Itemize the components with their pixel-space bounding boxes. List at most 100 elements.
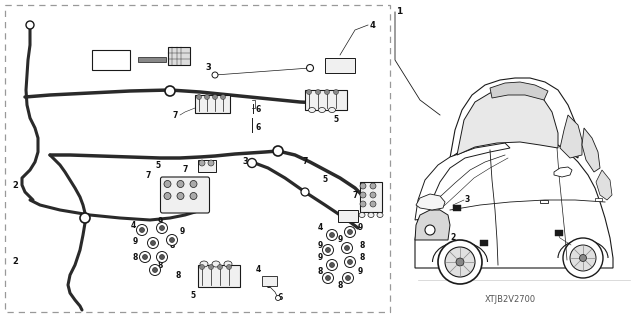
Text: 5: 5 [191, 291, 196, 300]
Text: 8: 8 [157, 261, 163, 270]
Ellipse shape [224, 261, 232, 267]
Polygon shape [457, 89, 558, 155]
Circle shape [221, 94, 225, 100]
Text: 8: 8 [359, 241, 365, 249]
Bar [555, 230, 563, 236]
Bar [305, 90, 347, 110]
Bar [198, 265, 240, 287]
Text: 2: 2 [12, 257, 18, 266]
Ellipse shape [368, 212, 374, 218]
Bar [138, 57, 166, 62]
Circle shape [190, 181, 197, 188]
Circle shape [316, 90, 321, 94]
Circle shape [344, 246, 349, 250]
Text: 9: 9 [317, 241, 323, 249]
Bar [360, 182, 382, 212]
Circle shape [333, 90, 339, 94]
Circle shape [307, 90, 312, 94]
Text: 5: 5 [156, 160, 161, 169]
Polygon shape [415, 143, 510, 220]
Circle shape [273, 146, 283, 156]
Text: 6: 6 [255, 106, 260, 115]
Circle shape [165, 86, 175, 96]
Circle shape [136, 225, 147, 235]
Circle shape [344, 226, 355, 238]
Text: 2: 2 [12, 181, 18, 189]
Circle shape [248, 159, 257, 167]
Polygon shape [415, 210, 450, 240]
Bar [262, 276, 277, 286]
Text: 1: 1 [396, 8, 402, 17]
Text: 4: 4 [369, 20, 375, 29]
Circle shape [227, 264, 232, 270]
Text: XTJB2V2700: XTJB2V2700 [484, 295, 536, 305]
Circle shape [348, 259, 353, 264]
Polygon shape [554, 167, 572, 177]
Circle shape [157, 222, 168, 234]
Text: 7: 7 [163, 177, 168, 187]
Bar [198, 160, 216, 172]
Ellipse shape [319, 108, 326, 113]
Text: 2: 2 [440, 220, 445, 229]
Circle shape [177, 181, 184, 188]
Circle shape [147, 238, 159, 249]
Circle shape [324, 90, 330, 94]
Circle shape [199, 160, 205, 166]
Text: 5: 5 [333, 115, 339, 124]
Text: 8: 8 [359, 254, 365, 263]
Circle shape [166, 234, 177, 246]
Bar [325, 58, 355, 73]
Circle shape [152, 268, 157, 272]
Bar [480, 240, 488, 246]
Circle shape [330, 233, 335, 238]
Text: 8: 8 [317, 268, 323, 277]
Text: 3: 3 [242, 158, 248, 167]
Circle shape [218, 264, 223, 270]
Circle shape [323, 244, 333, 256]
Polygon shape [450, 78, 578, 158]
Circle shape [370, 192, 376, 198]
Polygon shape [415, 138, 613, 268]
Circle shape [196, 94, 202, 100]
Text: 6: 6 [266, 280, 271, 290]
Circle shape [342, 242, 353, 254]
Circle shape [579, 255, 586, 262]
Text: 3: 3 [205, 63, 211, 72]
Circle shape [370, 183, 376, 189]
Circle shape [348, 229, 353, 234]
Circle shape [307, 64, 314, 71]
Text: 7: 7 [172, 110, 178, 120]
Circle shape [360, 183, 366, 189]
Text: 9: 9 [179, 227, 184, 236]
Ellipse shape [377, 212, 383, 218]
Text: 9: 9 [317, 254, 323, 263]
Circle shape [301, 188, 309, 196]
Circle shape [164, 181, 171, 188]
Circle shape [326, 276, 330, 280]
Circle shape [208, 160, 214, 166]
Circle shape [275, 295, 280, 300]
Circle shape [143, 255, 147, 259]
Text: 9: 9 [357, 268, 363, 277]
Bar [338, 210, 358, 222]
Text: 7: 7 [182, 166, 188, 174]
Circle shape [346, 276, 351, 280]
Circle shape [170, 238, 175, 242]
Circle shape [360, 201, 366, 207]
Circle shape [326, 259, 337, 271]
Ellipse shape [359, 212, 365, 218]
Bar [595, 198, 602, 201]
Circle shape [326, 229, 337, 241]
Text: 7: 7 [352, 190, 358, 199]
Circle shape [570, 245, 596, 271]
Text: 5: 5 [323, 175, 328, 184]
Circle shape [164, 192, 171, 199]
Circle shape [456, 258, 464, 266]
Circle shape [200, 264, 205, 270]
Circle shape [159, 226, 164, 231]
Circle shape [159, 255, 164, 259]
Text: 8: 8 [170, 241, 175, 249]
Text: 2: 2 [451, 234, 456, 242]
Text: 4: 4 [255, 265, 260, 275]
Ellipse shape [328, 108, 335, 113]
